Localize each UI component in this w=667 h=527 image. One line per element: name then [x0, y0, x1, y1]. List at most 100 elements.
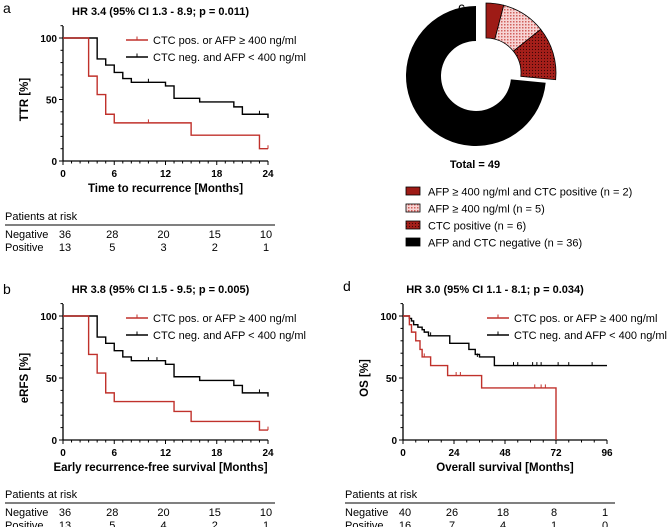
- legend-label: CTC positive (n = 6): [428, 221, 526, 233]
- x-tick-label: 12: [160, 448, 172, 459]
- y-tick-label: 0: [51, 157, 57, 168]
- km-panel-d: d HR 3.0 (95% CI 1.1 - 8.1; p = 0.034) 0 50…: [343, 278, 667, 527]
- y-tick-label: 50: [46, 96, 58, 107]
- legend-swatch: [405, 203, 421, 213]
- at-risk-count: 5: [109, 242, 115, 254]
- at-risk-count: 3: [160, 242, 166, 254]
- at-risk-row-label: Negative: [5, 229, 48, 241]
- x-axis-label: Early recurrence-free survival [Months]: [53, 462, 267, 474]
- at-risk-count: 20: [157, 507, 169, 519]
- at-risk-title: Patients at risk: [5, 211, 78, 223]
- y-axis-label: eRFS [%]: [19, 353, 31, 404]
- y-axis-label: TTR [%]: [19, 78, 31, 122]
- legend-label: CTC neg. and AFP < 400 ng/ml: [153, 330, 306, 342]
- at-risk-row-label: Negative: [5, 507, 48, 519]
- at-risk-count: 36: [59, 229, 71, 241]
- donut-total-label: Total = 49: [450, 159, 500, 171]
- x-tick-label: 24: [262, 448, 274, 459]
- at-risk-count: 1: [263, 520, 269, 527]
- legend-label: AFP ≥ 400 ng/ml (n = 5): [428, 204, 545, 216]
- legend-label: CTC neg. and AFP < 400 ng/ml: [514, 330, 667, 342]
- x-axis-label: Time to recurrence [Months]: [88, 183, 243, 195]
- donut-slice: [512, 28, 557, 81]
- x-tick-label: 0: [400, 448, 406, 459]
- at-risk-count: 40: [399, 507, 411, 519]
- at-risk-count: 0: [602, 520, 608, 527]
- x-tick-label: 18: [211, 448, 223, 459]
- legend-label: CTC pos. or AFP ≥ 400 ng/ml: [514, 313, 657, 325]
- panel-letter: a: [3, 0, 11, 16]
- panel-letter: b: [3, 281, 11, 297]
- at-risk-row-label: Negative: [345, 507, 388, 519]
- at-risk-count: 2: [212, 242, 218, 254]
- at-risk-count: 26: [446, 507, 458, 519]
- at-risk-count: 20: [157, 229, 169, 241]
- at-risk-count: 36: [59, 507, 71, 519]
- at-risk-count: 15: [209, 507, 221, 519]
- at-risk-title: Patients at risk: [5, 489, 78, 501]
- km-curve-positive: [63, 315, 268, 431]
- at-risk-count: 10: [260, 229, 272, 241]
- x-tick-label: 6: [111, 448, 117, 459]
- at-risk-title: Patients at risk: [345, 489, 418, 501]
- y-tick-label: 0: [391, 436, 397, 447]
- panel-letter: d: [343, 278, 351, 294]
- at-risk-count: 1: [602, 507, 608, 519]
- donut-panel-c: c Total = 49 AFP ≥ 400 ng/ml and CTC posit…: [405, 0, 632, 250]
- at-risk-count: 1: [551, 520, 557, 527]
- km-curve-negative: [63, 37, 269, 118]
- at-risk-count: 10: [260, 507, 272, 519]
- chart-title: HR 3.4 (95% CI 1.3 - 8.9; p = 0.011): [72, 6, 249, 18]
- at-risk-count: 13: [59, 520, 71, 527]
- x-tick-label: 0: [60, 169, 66, 180]
- at-risk-count: 1: [263, 242, 269, 254]
- km-panel-b: b HR 3.8 (95% CI 1.5 - 9.5; p = 0.005) 0 50…: [3, 281, 306, 527]
- at-risk-count: 2: [212, 520, 218, 527]
- km-curve-positive: [403, 315, 557, 440]
- legend-label: CTC pos. or AFP ≥ 400 ng/ml: [153, 35, 296, 47]
- km-curve-positive: [63, 37, 268, 150]
- legend-label: CTC pos. or AFP ≥ 400 ng/ml: [153, 313, 296, 325]
- at-risk-count: 5: [109, 520, 115, 527]
- x-tick-label: 96: [601, 448, 613, 459]
- at-risk-count: 18: [497, 507, 509, 519]
- y-tick-label: 50: [386, 374, 398, 385]
- legend-swatch: [405, 237, 421, 247]
- x-tick-label: 12: [160, 169, 172, 180]
- at-risk-count: 28: [106, 229, 118, 241]
- km-curve-negative: [63, 315, 269, 397]
- panel-letter: c: [458, 0, 465, 15]
- at-risk-count: 16: [399, 520, 411, 527]
- at-risk-count: 15: [209, 229, 221, 241]
- at-risk-row-label: Positive: [5, 520, 44, 527]
- y-tick-label: 100: [40, 312, 57, 323]
- at-risk-count: 28: [106, 507, 118, 519]
- y-tick-label: 100: [40, 34, 57, 45]
- x-tick-label: 18: [211, 169, 223, 180]
- legend-label: CTC neg. and AFP < 400 ng/ml: [153, 52, 306, 64]
- y-tick-label: 100: [380, 312, 397, 323]
- legend-label: AFP and CTC negative (n = 36): [428, 238, 582, 250]
- x-tick-label: 24: [448, 448, 460, 459]
- at-risk-count: 7: [449, 520, 455, 527]
- km-panel-a: a HR 3.4 (95% CI 1.3 - 8.9; p = 0.011)050…: [3, 0, 306, 254]
- legend-label: AFP ≥ 400 ng/ml and CTC positive (n = 2): [428, 187, 632, 199]
- y-tick-label: 50: [46, 374, 58, 385]
- legend-swatch: [405, 186, 421, 196]
- chart-title: HR 3.0 (95% CI 1.1 - 8.1; p = 0.034): [406, 284, 584, 296]
- y-axis-label: OS [%]: [359, 359, 371, 397]
- donut-slice: [405, 6, 546, 146]
- at-risk-count: 8: [551, 507, 557, 519]
- x-axis-label: Overall survival [Months]: [436, 462, 574, 474]
- x-tick-label: 6: [111, 169, 117, 180]
- x-tick-label: 0: [60, 448, 66, 459]
- at-risk-count: 13: [59, 242, 71, 254]
- legend-swatch: [405, 220, 421, 230]
- at-risk-count: 4: [160, 520, 166, 527]
- at-risk-row-label: Positive: [5, 242, 44, 254]
- x-tick-label: 24: [262, 169, 274, 180]
- x-tick-label: 72: [550, 448, 562, 459]
- at-risk-count: 4: [500, 520, 506, 527]
- chart-title: HR 3.8 (95% CI 1.5 - 9.5; p = 0.005): [72, 284, 250, 296]
